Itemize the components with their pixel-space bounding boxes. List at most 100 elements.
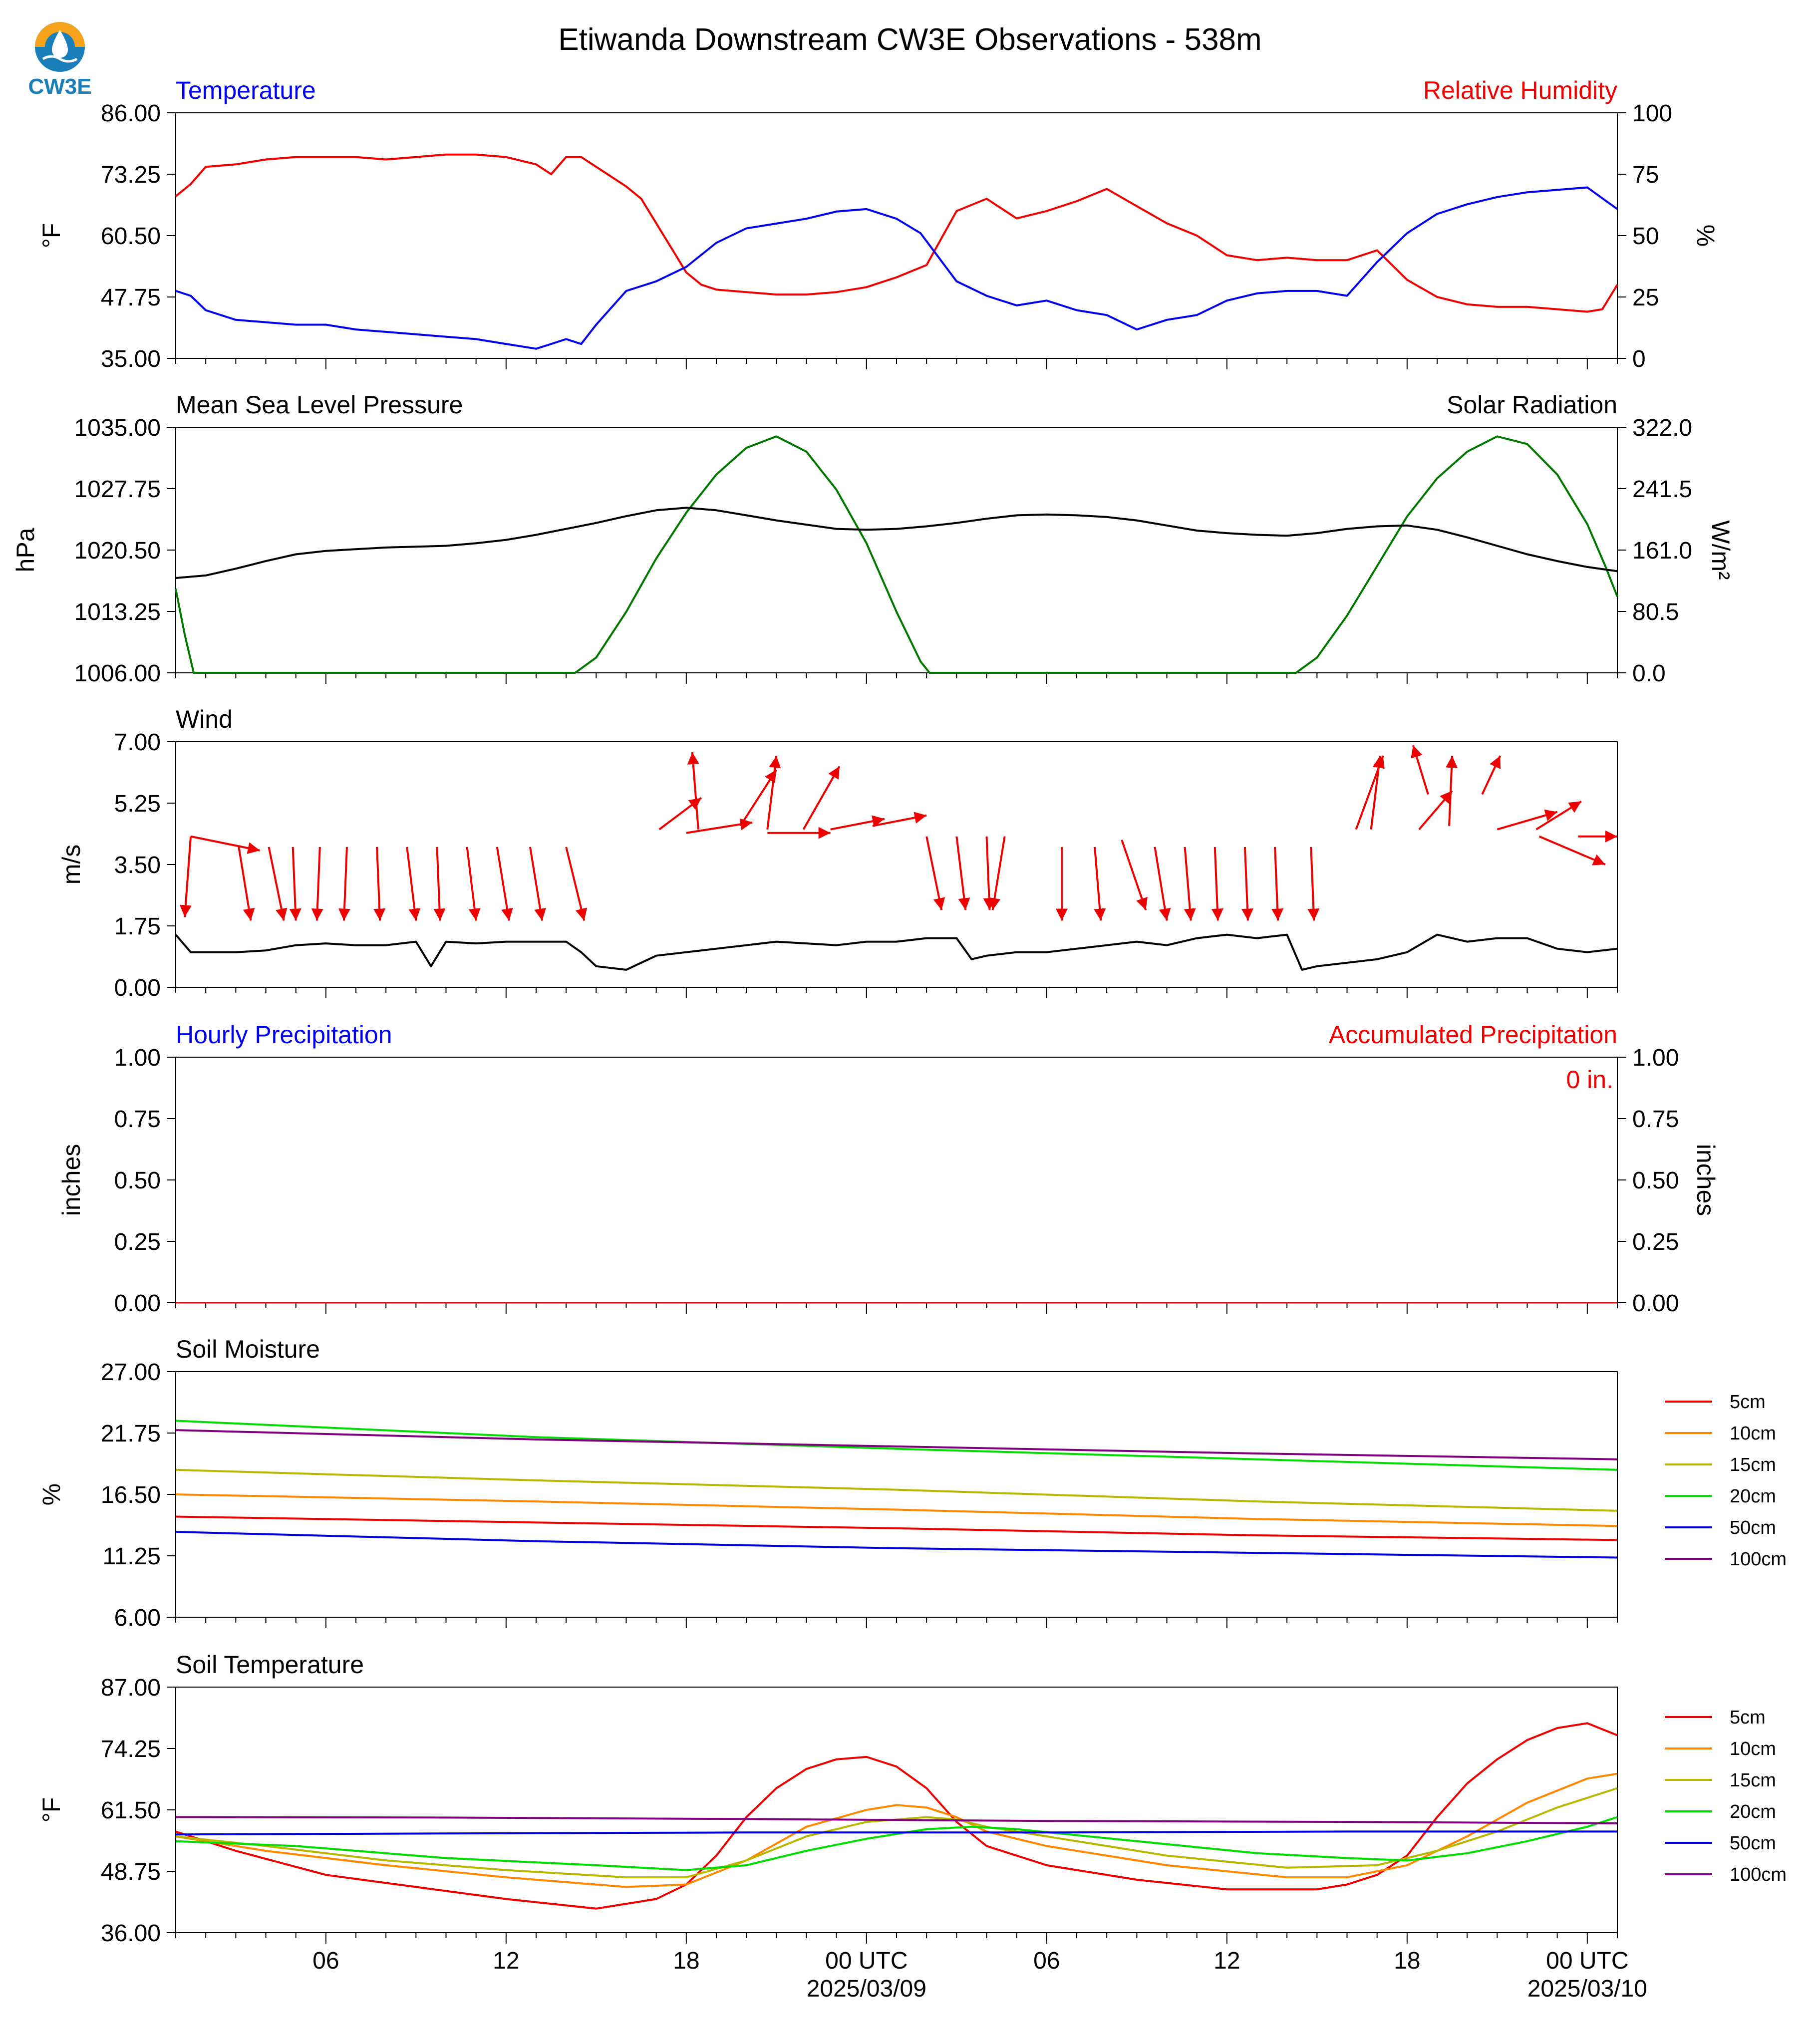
wind-barb-arrow: [1497, 809, 1558, 831]
y2-tick-label: 0.75: [1632, 1106, 1679, 1133]
wind-barb-arrow: [739, 769, 778, 827]
legend-label-20cm: 20cm: [1730, 1486, 1776, 1507]
panel-title-left: Temperature: [176, 76, 316, 104]
soil-temperature-line-20cm: [175, 1816, 1618, 1871]
y-axis-label: m/s: [57, 845, 85, 885]
logo-text: CW3E: [28, 74, 91, 99]
panel-title-left: Hourly Precipitation: [176, 1021, 392, 1049]
wind-speed-line: [175, 933, 1618, 971]
y-tick-label: 47.75: [101, 285, 161, 311]
y-tick-label: 21.75: [101, 1421, 161, 1447]
wind-barb-arrow: [238, 847, 255, 921]
wind-barb-arrow: [406, 847, 421, 921]
y-tick-label: 6.00: [114, 1605, 161, 1631]
wind-barb-arrow: [565, 847, 588, 921]
wind-barb-arrow: [1418, 790, 1453, 831]
y-tick-label: 27.00: [101, 1359, 161, 1386]
soil-temperature-line-50cm: [175, 1830, 1617, 1836]
y-tick-label: 5.25: [114, 791, 161, 817]
wind-barb-arrow: [1121, 840, 1148, 911]
solar-radiation-line: [175, 435, 1618, 674]
wind-barb-arrow: [496, 847, 513, 921]
wind-barb-arrow: [925, 836, 945, 910]
y2-tick-label: 80.5: [1632, 599, 1679, 625]
y-tick-label: 73.25: [101, 162, 161, 188]
panel-title-left: Soil Moisture: [176, 1335, 320, 1363]
wind-barb-arrow: [872, 812, 927, 827]
x-tick-label: 18: [673, 1948, 699, 1974]
y-tick-label: 1035.00: [74, 415, 161, 441]
wind-barb-arrow: [687, 752, 699, 830]
panel-title-left: Soil Temperature: [176, 1651, 364, 1679]
wind-barb-arrow: [1211, 847, 1223, 921]
y2-axis-label: %: [1692, 225, 1720, 247]
legend-label-50cm: 50cm: [1730, 1517, 1776, 1538]
y-tick-label: 0.25: [114, 1229, 161, 1255]
y2-tick-label: 50: [1632, 223, 1659, 250]
figure-title: Etiwanda Downstream CW3E Observations - …: [558, 22, 1261, 57]
soil-temperature-line-100cm: [175, 1816, 1618, 1824]
y-tick-label: 36.00: [101, 1920, 161, 1947]
panel-wind: Wind 0.00 1.75 3.50 5.25 7.00 m/s: [57, 705, 1618, 1001]
y-tick-label: 74.25: [101, 1736, 161, 1762]
y2-tick-label: 241.5: [1632, 476, 1692, 503]
rh-line: [175, 153, 1618, 313]
wind-barb-arrow: [311, 847, 323, 921]
wind-barb-arrow: [1241, 847, 1253, 921]
wind-barb-arrow: [1271, 847, 1284, 921]
y2-tick-label: 0.00: [1632, 1290, 1679, 1317]
wind-barb-arrow: [529, 847, 547, 921]
wind-barb-arrow: [988, 836, 1006, 910]
wind-barb-arrow: [766, 755, 781, 830]
soil-moisture-line-10cm: [175, 1493, 1618, 1527]
wind-barb-arrow: [1538, 835, 1606, 866]
legend-label-10cm: 10cm: [1730, 1423, 1776, 1444]
soil-moisture-line-5cm: [175, 1515, 1618, 1541]
y2-tick-label: 0.0: [1632, 660, 1666, 687]
legend-label-50cm: 50cm: [1730, 1833, 1776, 1854]
soil-moisture-line-15cm: [175, 1468, 1618, 1512]
y2-tick-label: 1.00: [1632, 1045, 1679, 1071]
y-axis-label: inches: [57, 1144, 85, 1216]
panel-soil_temperature: Soil Temperature 36.00 48.75 61.50 74.25 87.0…: [37, 1651, 1618, 1947]
y-tick-label: 1.75: [114, 913, 161, 940]
wind-barb-arrow: [1535, 800, 1582, 831]
y-tick-label: 0.50: [114, 1167, 161, 1194]
panel-title-left: Wind: [176, 705, 233, 733]
wind-barb-arrow: [1446, 756, 1458, 826]
y-tick-label: 0.00: [114, 1290, 161, 1317]
panel-title-right: Relative Humidity: [1423, 76, 1617, 104]
wind-barb-arrow: [830, 815, 885, 831]
legend-label-15cm: 15cm: [1730, 1454, 1776, 1475]
wind-barb-arrow: [802, 766, 841, 830]
soil-moisture-line-20cm: [175, 1420, 1618, 1471]
y-axis-label: °F: [37, 1797, 65, 1823]
y2-tick-label: 0: [1632, 346, 1646, 372]
panel-soil_moisture: Soil Moisture 6.00 11.25 16.50 21.75 27.00%: [37, 1335, 1618, 1631]
y-tick-label: 60.50: [101, 223, 161, 250]
panel-title-right: Solar Radiation: [1447, 391, 1617, 419]
y2-tick-label: 75: [1632, 162, 1659, 188]
x-tick-label: 06: [1033, 1948, 1060, 1974]
y2-axis-label: W/m²: [1707, 520, 1735, 579]
wind-barb-arrow: [466, 847, 481, 921]
x-tick-label: 00 UTC: [825, 1948, 908, 1974]
wind-barb-arrow: [433, 847, 446, 921]
x-tick-date-label: 2025/03/10: [1527, 1976, 1647, 2002]
precip-total-annotation: 0 in.: [1566, 1066, 1613, 1094]
wind-barb-arrow: [289, 847, 302, 921]
wind-barb-arrow: [373, 847, 386, 921]
wind-barb-arrow: [1307, 847, 1320, 921]
legend-label-5cm: 5cm: [1730, 1392, 1766, 1413]
legend-label-10cm: 10cm: [1730, 1738, 1776, 1759]
y-tick-label: 86.00: [101, 100, 161, 127]
y2-tick-label: 0.50: [1632, 1167, 1679, 1194]
panel-temp_rh: Temperature Relative Humidity 35.00 47.75 60…: [37, 76, 1720, 372]
y-tick-label: 16.50: [101, 1482, 161, 1508]
y-axis-label: hPa: [11, 528, 39, 572]
y-tick-label: 1.00: [114, 1045, 161, 1071]
y2-tick-label: 0.25: [1632, 1229, 1679, 1255]
legend-label-15cm: 15cm: [1730, 1770, 1776, 1791]
wind-barb-arrow: [1094, 847, 1106, 921]
